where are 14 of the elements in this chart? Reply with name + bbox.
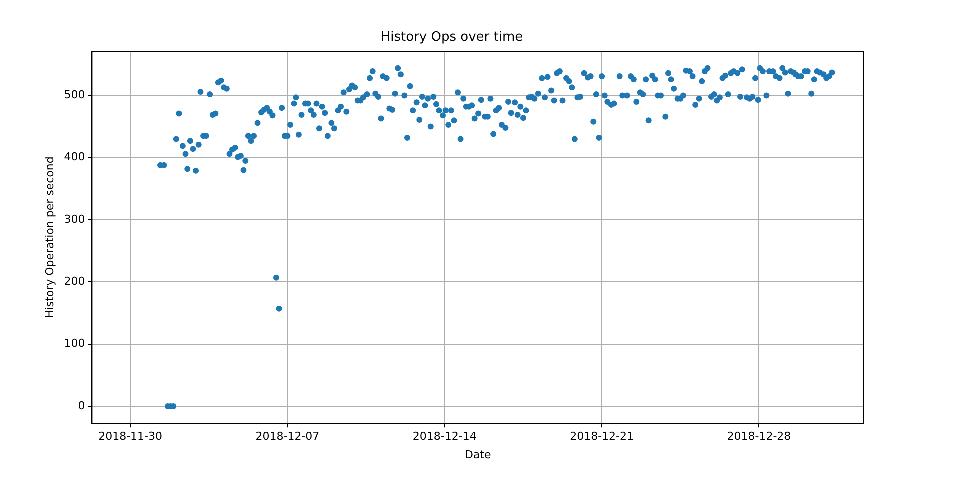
- y-axis-title: History Operation per second: [43, 156, 56, 319]
- x-tick-label: 2018-12-07: [256, 430, 320, 444]
- y-tick-label: 200: [64, 275, 86, 288]
- x-tick-label: 2018-12-14: [412, 430, 477, 444]
- x-tick-label: 2018-11-30: [98, 430, 163, 444]
- y-tick-label: 500: [64, 88, 86, 102]
- x-tick-label: 2018-12-28: [727, 430, 792, 444]
- x-tick-label: 2018-12-21: [570, 430, 634, 444]
- y-tick-label: 400: [64, 150, 86, 164]
- y-tick-label: 0: [78, 399, 86, 412]
- chart-title: History Ops over time: [380, 30, 524, 46]
- y-tick-label: 100: [64, 337, 86, 350]
- y-tick-label: 300: [64, 212, 86, 226]
- x-axis-title: Date: [464, 448, 492, 462]
